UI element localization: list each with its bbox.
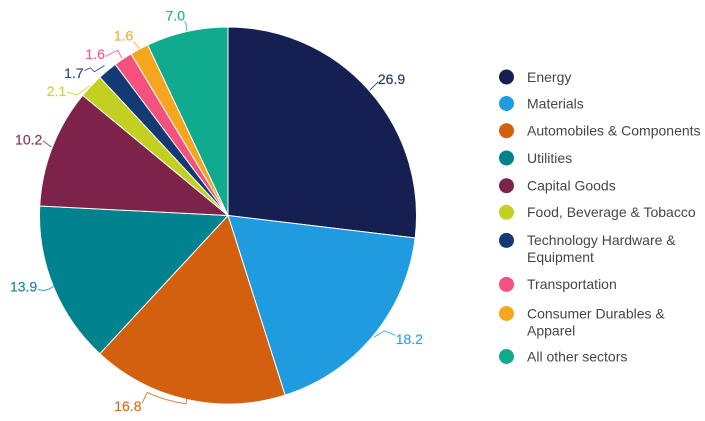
svg-text:Transportation: Transportation (527, 276, 617, 292)
svg-text:Consumer Durables &: Consumer Durables & (527, 305, 665, 321)
svg-text:Technology Hardware &: Technology Hardware & (527, 232, 676, 248)
svg-text:7.0: 7.0 (166, 8, 186, 24)
svg-text:26.9: 26.9 (378, 71, 405, 87)
svg-text:Capital Goods: Capital Goods (527, 178, 616, 194)
svg-text:18.2: 18.2 (396, 331, 423, 347)
svg-text:1.6: 1.6 (114, 27, 134, 43)
svg-text:Food, Beverage & Tobacco: Food, Beverage & Tobacco (527, 204, 696, 220)
svg-text:1.7: 1.7 (64, 65, 84, 81)
svg-text:Materials: Materials (527, 95, 584, 111)
svg-text:10.2: 10.2 (15, 132, 42, 148)
svg-text:All other sectors: All other sectors (527, 348, 627, 364)
svg-text:Energy: Energy (527, 69, 571, 85)
svg-text:Equipment: Equipment (527, 249, 594, 265)
svg-text:2.1: 2.1 (47, 83, 67, 99)
svg-text:13.9: 13.9 (10, 279, 37, 295)
svg-text:Utilities: Utilities (527, 150, 572, 166)
svg-text:Automobiles & Components: Automobiles & Components (527, 123, 701, 139)
svg-text:1.6: 1.6 (85, 46, 105, 62)
svg-text:Apparel: Apparel (527, 322, 575, 338)
svg-text:16.8: 16.8 (114, 398, 141, 414)
